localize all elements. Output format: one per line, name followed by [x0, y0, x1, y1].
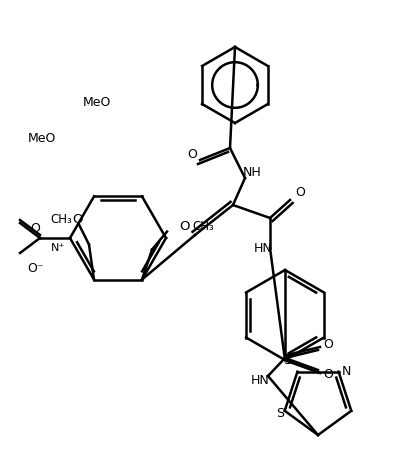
- Text: HN: HN: [253, 241, 272, 254]
- Text: O: O: [323, 339, 333, 351]
- Text: O: O: [180, 220, 190, 233]
- Text: O⁻: O⁻: [27, 262, 43, 275]
- Text: CH₃: CH₃: [192, 220, 214, 233]
- Text: O: O: [72, 213, 82, 226]
- Text: O: O: [323, 368, 333, 382]
- Text: CH₃: CH₃: [50, 213, 72, 226]
- Text: NH: NH: [243, 166, 262, 179]
- Text: MeO: MeO: [28, 132, 56, 144]
- Text: O: O: [295, 185, 305, 198]
- Text: N⁺: N⁺: [51, 243, 65, 253]
- Text: MeO: MeO: [83, 96, 111, 109]
- Text: S: S: [276, 407, 284, 420]
- Text: N: N: [342, 365, 351, 378]
- Text: HN: HN: [251, 373, 269, 387]
- Text: O: O: [187, 148, 197, 161]
- Text: S: S: [283, 354, 291, 367]
- Text: O: O: [30, 221, 40, 235]
